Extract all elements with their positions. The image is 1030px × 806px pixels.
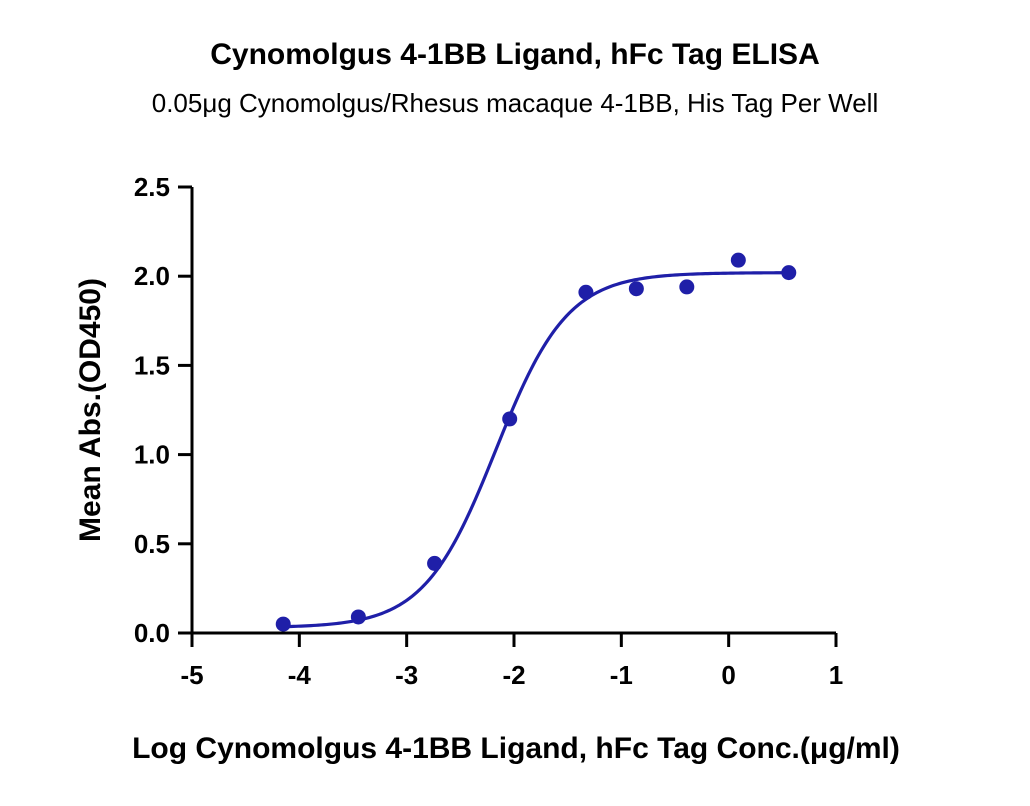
data-point (781, 265, 797, 281)
x-axis-label: Log Cynomolgus 4-1BB Ligand, hFc Tag Con… (132, 732, 900, 765)
data-point (730, 252, 746, 268)
data-points (275, 252, 797, 632)
x-tick-label: -4 (288, 660, 312, 690)
x-axis: -5 -4 -3 -2 -1 0 1 (180, 631, 843, 690)
x-ticks: -5 -4 -3 -2 -1 0 1 (180, 633, 843, 690)
y-tick-label: 0.5 (134, 529, 170, 559)
data-point (679, 279, 695, 295)
data-point (578, 284, 594, 300)
y-tick-label: 2.5 (134, 172, 170, 202)
data-point (275, 616, 291, 632)
y-tick-label: 1.5 (134, 350, 170, 380)
y-tick-label: 2.0 (134, 261, 170, 291)
y-axis-label: Mean Abs.(OD450) (74, 278, 107, 542)
x-tick-label: -5 (180, 660, 203, 690)
y-axis: 0.0 0.5 1.0 1.5 2.0 2.5 (134, 172, 194, 648)
x-tick-label: -2 (502, 660, 525, 690)
y-tick-label: 1.0 (134, 440, 170, 470)
y-ticks: 0.0 0.5 1.0 1.5 2.0 2.5 (134, 172, 192, 648)
fit-curve (283, 271, 789, 629)
x-tick-label: -3 (395, 660, 418, 690)
x-tick-label: 0 (721, 660, 735, 690)
x-tick-label: 1 (829, 660, 843, 690)
chart-title: Cynomolgus 4-1BB Ligand, hFc Tag ELISA (210, 38, 820, 71)
data-point (427, 555, 443, 571)
y-tick-label: 0.0 (134, 618, 170, 648)
data-point (628, 281, 644, 297)
x-tick-label: -1 (610, 660, 633, 690)
data-point (502, 411, 518, 427)
data-point (350, 609, 366, 625)
chart-subtitle: 0.05μg Cynomolgus/Rhesus macaque 4-1BB, … (151, 88, 879, 118)
